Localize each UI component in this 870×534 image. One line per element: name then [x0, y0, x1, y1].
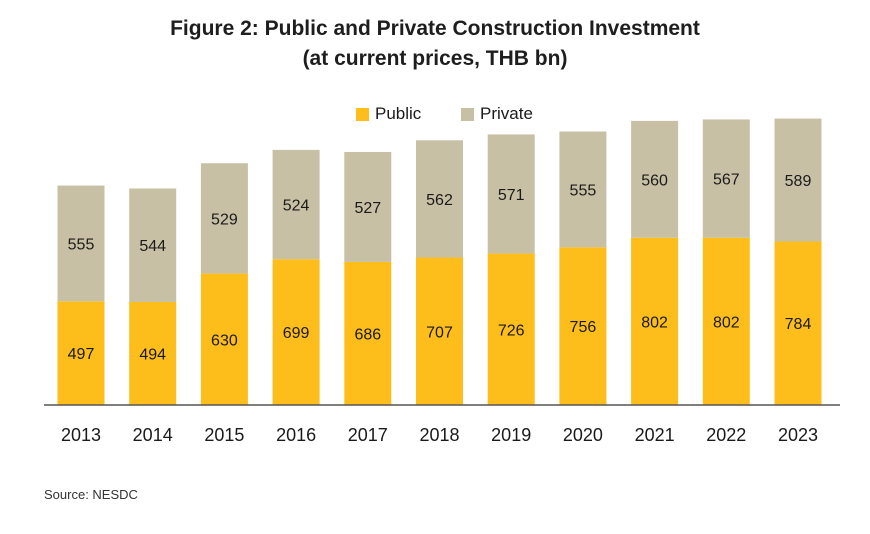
bar-private-2015 [200, 163, 248, 274]
data-label-private-2019: 571 [498, 187, 525, 204]
bar-public-2018 [416, 257, 463, 405]
data-label-private-2018: 562 [426, 192, 453, 209]
bar-public-2019 [487, 253, 535, 405]
data-label-private-2016: 524 [283, 198, 310, 215]
data-label-public-2019: 726 [498, 322, 525, 339]
x-tick-label-2013: 2013 [61, 425, 101, 445]
data-label-public-2014: 494 [139, 346, 166, 363]
data-label-public-2013: 497 [68, 346, 95, 363]
x-tick-label-2019: 2019 [491, 425, 531, 445]
legend-swatch-public [356, 107, 369, 121]
legend-swatch-private [461, 107, 474, 121]
x-tick-label-2023: 2023 [778, 425, 818, 445]
bar-private-2020 [559, 131, 607, 248]
chart-title-line1: Figure 2: Public and Private Constructio… [170, 17, 700, 40]
bar-private-2017 [344, 151, 392, 262]
bar-private-2014 [129, 188, 177, 302]
bar-private-2021 [631, 120, 679, 238]
data-label-public-2021: 802 [641, 314, 668, 331]
bar-public-2022 [702, 237, 750, 405]
data-label-public-2018: 707 [426, 324, 453, 341]
data-label-public-2016: 699 [283, 325, 310, 342]
data-label-private-2014: 544 [139, 238, 166, 255]
bar-public-2023 [774, 241, 822, 405]
legend-item-public: Public [356, 104, 421, 124]
bar-public-2016 [272, 259, 320, 405]
x-tick-label-2021: 2021 [635, 425, 675, 445]
x-tick-label-2014: 2014 [133, 425, 173, 445]
data-label-public-2020: 756 [570, 319, 597, 336]
bar-private-2016 [272, 149, 320, 260]
legend-label-private: Private [480, 104, 533, 123]
data-label-private-2015: 529 [211, 211, 238, 228]
bar-public-2021 [631, 237, 679, 405]
data-label-private-2023: 589 [785, 173, 812, 190]
chart-title-line2: (at current prices, THB bn) [302, 47, 568, 70]
stacked-bar-chart: 497 555 2013 494 544 2014 630 529 2015 699 524 2016… [44, 118, 840, 445]
x-tick-label-2017: 2017 [348, 425, 388, 445]
bar-public-2014 [129, 301, 177, 405]
legend-label-public: Public [375, 104, 422, 123]
x-tick-label-2022: 2022 [706, 425, 746, 445]
x-tick-label-2015: 2015 [204, 425, 244, 445]
data-label-private-2020: 555 [570, 182, 597, 199]
data-label-private-2021: 560 [641, 172, 668, 189]
x-tick-label-2018: 2018 [419, 425, 459, 445]
bar-private-2018 [416, 140, 463, 258]
data-label-public-2015: 630 [211, 332, 238, 349]
legend: Public Private [0, 104, 870, 128]
bar-public-2013 [57, 301, 105, 405]
bar-public-2015 [200, 273, 248, 405]
bar-private-2013 [57, 185, 105, 302]
x-tick-label-2020: 2020 [563, 425, 603, 445]
bar-private-2022 [702, 119, 750, 238]
x-tick-label-2016: 2016 [276, 425, 316, 445]
data-label-public-2022: 802 [713, 314, 740, 331]
bar-private-2019 [487, 134, 535, 254]
source-note: Source: NESDC [44, 487, 138, 502]
legend-item-private: Private [461, 104, 533, 124]
data-label-public-2017: 686 [354, 326, 381, 343]
data-label-private-2013: 555 [68, 236, 95, 253]
bar-public-2017 [344, 261, 392, 405]
bar-public-2020 [559, 247, 607, 405]
bar-private-2023 [774, 118, 822, 242]
data-label-private-2017: 527 [354, 200, 381, 217]
data-label-private-2022: 567 [713, 172, 740, 189]
data-label-public-2023: 784 [785, 316, 812, 333]
